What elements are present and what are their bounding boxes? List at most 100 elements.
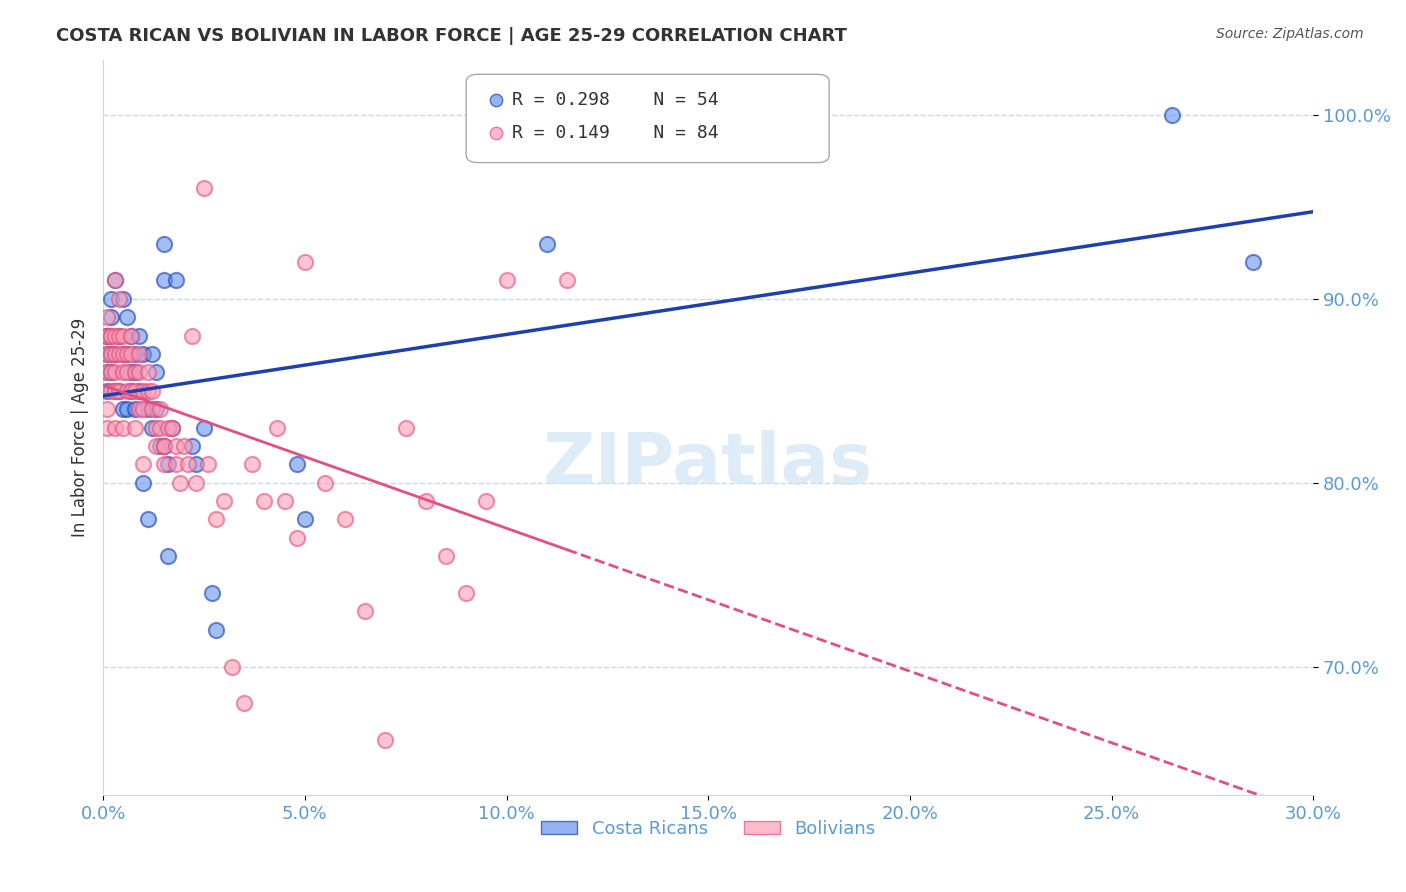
Costa Ricans xyxy=(100,292,122,306)
Costa Ricans xyxy=(136,512,159,526)
Costa Ricans xyxy=(128,384,150,398)
Costa Ricans xyxy=(149,439,172,453)
Bolivians xyxy=(100,328,122,343)
Bolivians xyxy=(193,181,215,195)
Bolivians xyxy=(395,420,418,434)
Bolivians xyxy=(233,697,256,711)
Costa Ricans xyxy=(132,347,155,361)
Text: COSTA RICAN VS BOLIVIAN IN LABOR FORCE | AGE 25-29 CORRELATION CHART: COSTA RICAN VS BOLIVIAN IN LABOR FORCE |… xyxy=(56,27,846,45)
Bolivians xyxy=(104,384,127,398)
Costa Ricans xyxy=(294,512,316,526)
Bolivians xyxy=(117,365,139,379)
Bolivians xyxy=(96,365,118,379)
Costa Ricans xyxy=(124,347,146,361)
Costa Ricans xyxy=(201,586,224,600)
Costa Ricans xyxy=(124,402,146,417)
Bolivians xyxy=(184,475,207,490)
Bolivians xyxy=(100,384,122,398)
Costa Ricans xyxy=(120,328,142,343)
Bolivians xyxy=(266,420,288,434)
Bolivians xyxy=(120,384,142,398)
Bolivians xyxy=(555,273,578,287)
Costa Ricans xyxy=(112,402,135,417)
Bolivians xyxy=(108,384,131,398)
Bolivians xyxy=(197,458,219,472)
Bolivians xyxy=(177,458,200,472)
Bolivians xyxy=(152,439,174,453)
Bolivians xyxy=(132,458,155,472)
Bolivians xyxy=(285,531,308,545)
Bolivians xyxy=(100,328,122,343)
Bolivians xyxy=(124,420,146,434)
Bolivians xyxy=(180,328,202,343)
Costa Ricans xyxy=(96,365,118,379)
Bolivians xyxy=(169,475,191,490)
Bolivians xyxy=(434,549,457,564)
Costa Ricans xyxy=(136,402,159,417)
Bolivians xyxy=(145,420,167,434)
Costa Ricans xyxy=(156,549,179,564)
Costa Ricans xyxy=(96,347,118,361)
Bolivians xyxy=(149,402,172,417)
Bolivians xyxy=(354,604,377,618)
Costa Ricans xyxy=(141,420,163,434)
Bolivians xyxy=(273,494,295,508)
Point xyxy=(1403,209,1406,223)
Bolivians xyxy=(242,458,264,472)
Costa Ricans xyxy=(96,328,118,343)
Bolivians xyxy=(221,659,243,673)
Costa Ricans xyxy=(117,310,139,325)
Bolivians xyxy=(456,586,478,600)
Bolivians xyxy=(160,420,183,434)
Bolivians xyxy=(205,512,228,526)
Bolivians xyxy=(96,310,118,325)
Bolivians xyxy=(145,439,167,453)
Costa Ricans xyxy=(156,458,179,472)
Bolivians xyxy=(96,402,118,417)
Costa Ricans xyxy=(145,365,167,379)
Costa Ricans xyxy=(152,273,174,287)
Bolivians xyxy=(112,328,135,343)
Bolivians xyxy=(124,384,146,398)
Bolivians xyxy=(108,328,131,343)
Bolivians xyxy=(128,365,150,379)
Bolivians xyxy=(96,420,118,434)
Costa Ricans xyxy=(108,384,131,398)
Bolivians xyxy=(100,365,122,379)
Costa Ricans xyxy=(100,347,122,361)
Bolivians xyxy=(96,328,118,343)
Costa Ricans xyxy=(100,310,122,325)
Bolivians xyxy=(152,458,174,472)
Bolivians xyxy=(104,273,127,287)
Bolivians xyxy=(117,384,139,398)
Costa Ricans xyxy=(104,273,127,287)
Bolivians xyxy=(132,384,155,398)
Bolivians xyxy=(173,439,195,453)
Bolivians xyxy=(374,733,396,747)
Bolivians xyxy=(117,347,139,361)
Costa Ricans xyxy=(205,623,228,637)
Bolivians xyxy=(475,494,498,508)
Bolivians xyxy=(100,347,122,361)
Bolivians xyxy=(415,494,437,508)
Costa Ricans xyxy=(1161,108,1184,122)
Bolivians xyxy=(294,255,316,269)
Bolivians xyxy=(104,328,127,343)
Bolivians xyxy=(136,384,159,398)
Costa Ricans xyxy=(124,365,146,379)
Bolivians xyxy=(128,347,150,361)
Costa Ricans xyxy=(117,402,139,417)
Costa Ricans xyxy=(104,347,127,361)
Costa Ricans xyxy=(1241,255,1264,269)
Text: ZIPatlas: ZIPatlas xyxy=(543,430,873,499)
Costa Ricans xyxy=(120,384,142,398)
Costa Ricans xyxy=(104,384,127,398)
Costa Ricans xyxy=(117,347,139,361)
Y-axis label: In Labor Force | Age 25-29: In Labor Force | Age 25-29 xyxy=(72,318,89,537)
Costa Ricans xyxy=(536,236,558,251)
Bolivians xyxy=(136,365,159,379)
Bolivians xyxy=(156,420,179,434)
Bolivians xyxy=(108,292,131,306)
Bolivians xyxy=(152,439,174,453)
Costa Ricans xyxy=(132,475,155,490)
